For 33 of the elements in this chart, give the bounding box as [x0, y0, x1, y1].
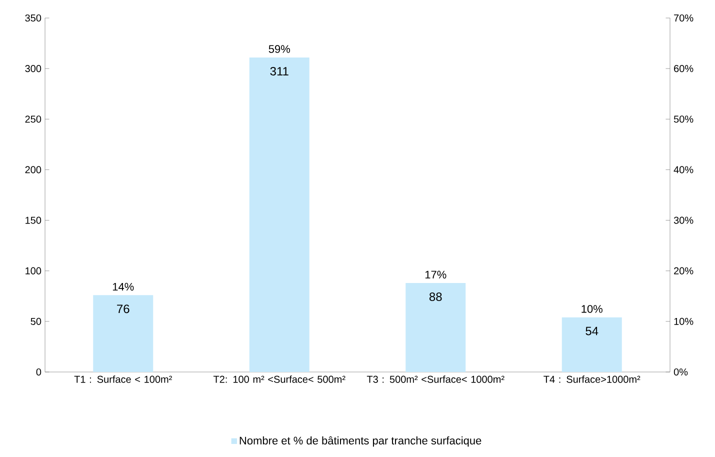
x-tick-label: T2: 100 m² <Surface< 500m²: [213, 376, 346, 383]
y2-tick-label: 40%: [674, 166, 694, 174]
y-tick-label: 0: [36, 368, 42, 376]
bar: [562, 317, 622, 372]
y-tick-label: 100: [26, 267, 42, 274]
y2-tick-label: 20%: [674, 267, 694, 274]
x-tick-label: T4 : Surface>1000m²: [544, 376, 640, 383]
legend-label: Nombre et % de bâtiments par tranche surfacique: [240, 436, 482, 447]
y2-tick-label: 50%: [674, 116, 694, 123]
y-tick-label: 350: [25, 14, 42, 22]
data-label: 88: [429, 292, 442, 302]
y-tick-label: 250: [25, 116, 42, 123]
annotation: 14%: [112, 282, 134, 291]
y2-tick-label: 70%: [674, 14, 694, 22]
y2-tick-label: 0%: [674, 368, 688, 376]
data-label: 54: [586, 326, 598, 336]
annotation: 59%: [268, 45, 290, 53]
y-tick-label: 300: [25, 65, 42, 72]
y-tick-label: 50: [30, 318, 42, 325]
y2-tick-label: 60%: [674, 65, 694, 72]
annotation: 10%: [582, 305, 602, 313]
bar: [406, 282, 466, 372]
bar: [93, 295, 154, 372]
data-label: 311: [270, 66, 288, 76]
annotation: 17%: [425, 270, 446, 278]
y-tick-label: 150: [26, 216, 42, 224]
bar: [249, 57, 310, 372]
x-tick-label: T1 : Surface < 100m²: [74, 376, 172, 383]
x-tick-label: T3 : 500m² <Surface< 1000m²: [366, 376, 504, 383]
y2-tick-label: 30%: [674, 216, 694, 224]
data-label: 76: [117, 304, 130, 314]
y2-tick-label: 10%: [674, 318, 694, 325]
y-tick-label: 200: [25, 166, 42, 174]
